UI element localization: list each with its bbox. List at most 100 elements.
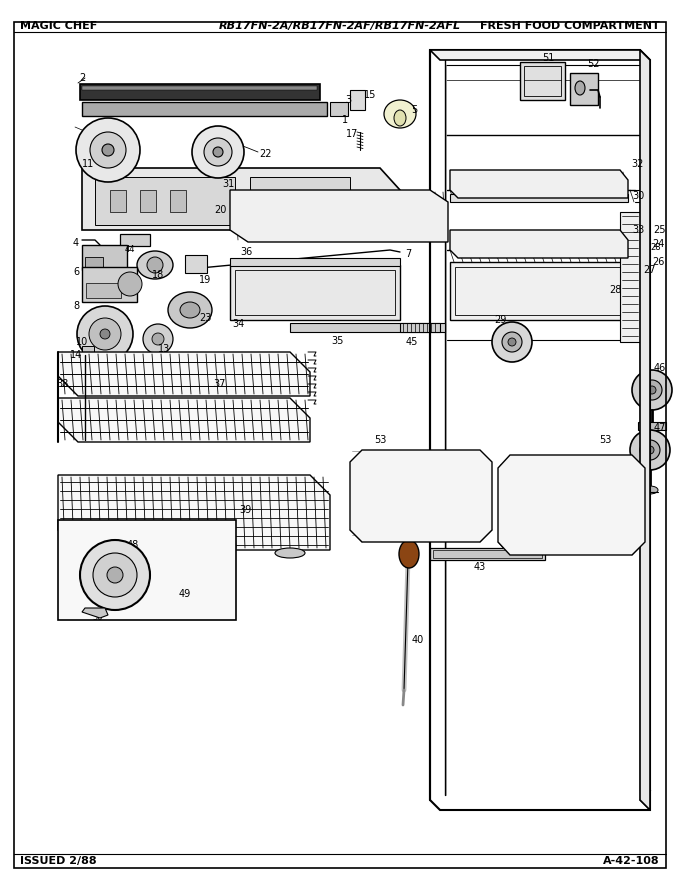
Text: 53: 53 [599,435,611,445]
Text: 2: 2 [79,73,85,83]
Text: 53: 53 [374,435,386,445]
Bar [235,270,395,315]
Ellipse shape [384,100,416,128]
Ellipse shape [646,446,654,454]
Text: 7: 7 [405,249,411,259]
Text: 44: 44 [124,246,135,255]
Text: 15: 15 [364,90,376,100]
Text: 46: 46 [654,363,666,373]
Ellipse shape [194,582,206,590]
Text: 5: 5 [411,105,417,115]
Text: 27: 27 [644,265,656,275]
Text: 12: 12 [103,145,114,155]
Text: 37: 37 [214,379,226,389]
Polygon shape [430,50,650,60]
Text: 19: 19 [199,275,211,285]
Text: 38: 38 [56,379,68,389]
Text: 25: 25 [653,225,666,235]
Ellipse shape [76,118,140,182]
Text: 51: 51 [542,53,554,63]
Ellipse shape [391,210,419,238]
Polygon shape [450,170,628,198]
Bar [82,346,94,352]
Text: 28: 28 [609,285,622,295]
Bar [85,257,103,267]
Bar [260,190,276,212]
Text: 49: 49 [179,589,191,599]
Bar [86,283,121,298]
Text: 32: 32 [632,159,644,169]
Text: 21: 21 [213,148,223,157]
Polygon shape [350,450,492,542]
Text: 39: 39 [239,505,251,515]
Text: 45: 45 [406,337,418,347]
Ellipse shape [399,218,411,230]
Text: RB17FN-2A/RB17FN-2AF/RB17FN-2AFL: RB17FN-2A/RB17FN-2AF/RB17FN-2AFL [219,21,461,31]
Polygon shape [58,352,310,396]
Bar [330,102,348,116]
Bar [450,262,628,320]
Ellipse shape [137,251,173,279]
Text: 22: 22 [259,149,271,159]
Text: 17: 17 [346,129,358,139]
Bar [140,190,156,212]
Ellipse shape [642,380,662,400]
Polygon shape [58,398,310,442]
Text: 11: 11 [82,159,95,169]
Ellipse shape [168,292,212,328]
Bar [82,86,317,90]
Ellipse shape [630,430,670,470]
Ellipse shape [394,110,406,126]
Ellipse shape [80,540,150,610]
Text: 34: 34 [232,319,244,329]
Ellipse shape [575,81,585,95]
Bar [230,265,400,320]
Bar [524,66,561,96]
Ellipse shape [399,540,419,568]
Bar [450,194,628,202]
Ellipse shape [100,329,110,339]
Ellipse shape [642,486,658,494]
Text: 26: 26 [652,257,664,267]
Bar [455,267,623,315]
Text: 8: 8 [73,301,79,311]
Text: 52: 52 [587,59,599,69]
Ellipse shape [640,440,660,460]
Bar [230,258,400,266]
Text: 48: 48 [127,540,139,550]
Bar [300,190,316,212]
Text: 35: 35 [332,336,344,346]
Text: 14: 14 [70,350,82,360]
Ellipse shape [143,324,173,354]
Ellipse shape [192,126,244,178]
Bar [520,62,565,100]
Bar [95,177,235,225]
Text: 20: 20 [214,205,226,215]
Ellipse shape [89,318,121,350]
Bar [120,234,150,246]
Polygon shape [498,455,645,555]
Text: 16: 16 [412,227,424,237]
Text: 13: 13 [158,344,170,354]
Bar [620,212,640,342]
Text: 47: 47 [653,423,666,433]
Polygon shape [640,50,650,810]
Bar [290,323,445,332]
Polygon shape [82,608,108,618]
Text: 36: 36 [240,247,252,257]
Text: 31: 31 [222,179,234,189]
Bar [638,422,666,430]
Text: 23: 23 [199,313,211,323]
Ellipse shape [93,553,137,597]
Text: 41: 41 [164,522,176,532]
Bar [250,177,350,225]
Ellipse shape [102,144,114,156]
Bar [80,84,320,100]
Ellipse shape [508,338,516,346]
Text: 10: 10 [76,337,88,347]
Bar [170,190,186,212]
Polygon shape [450,230,628,258]
Ellipse shape [492,322,532,362]
Text: 18: 18 [152,270,164,280]
Ellipse shape [213,147,223,157]
